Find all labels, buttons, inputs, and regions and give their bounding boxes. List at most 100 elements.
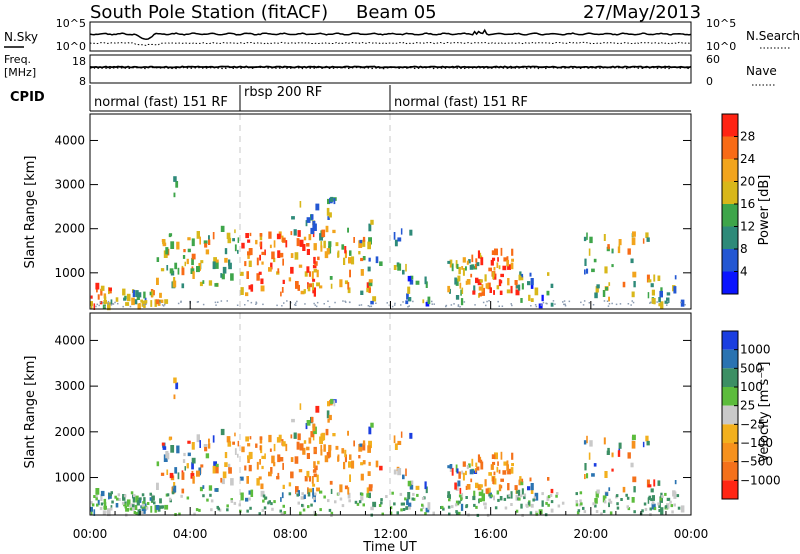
velocity-colorbar-swatch-5 (722, 424, 738, 443)
velocity-cell (589, 440, 593, 447)
power-cell (359, 239, 363, 244)
velocity-cell (488, 472, 492, 476)
velocity-cell (476, 466, 480, 471)
velocity-cell (295, 486, 299, 494)
velocity-cell (181, 488, 185, 494)
velocity-ground-cell (246, 509, 249, 513)
velocity-cell (220, 428, 225, 436)
velocity-ground-cell (328, 508, 332, 512)
velocity-cell (519, 481, 524, 486)
power-cell (479, 252, 482, 256)
power-noise-cell (281, 305, 283, 307)
velocity-cell (320, 444, 323, 452)
power-noise-cell (107, 303, 110, 305)
power-cell (487, 282, 491, 290)
velocity-cell (234, 432, 236, 437)
velocity-cell (422, 505, 425, 509)
power-noise-cell (394, 302, 396, 305)
velocity-cell (310, 431, 315, 438)
velocity-cell (608, 502, 610, 508)
velocity-ground-cell (664, 492, 667, 496)
velocity-ground-cell (118, 498, 121, 501)
power-noise-cell (426, 300, 428, 302)
velocity-cell (261, 455, 265, 459)
velocity-cell (492, 476, 495, 484)
velocity-cell (323, 444, 326, 452)
velocity-cell (317, 460, 320, 465)
velocity-ground-cell (271, 507, 274, 511)
power-cell (308, 283, 313, 288)
power-cell (316, 269, 319, 278)
velocity-cell (90, 506, 93, 512)
power-cell (327, 216, 330, 220)
power-cell (465, 280, 468, 285)
power-cell (273, 257, 276, 263)
velocity-ground-cell (600, 512, 603, 516)
power-cell (123, 297, 127, 301)
power-noise-cell (568, 300, 571, 303)
noise-panel: N.Sky 10^5 10^0 10^5 10^0 N.Search (4, 17, 800, 53)
freq-panel: Freq. [MHz] 18 8 60 0 Nave (4, 53, 777, 88)
power-cell (317, 256, 320, 261)
power-noise-cell (603, 300, 606, 302)
power-cell (296, 238, 300, 247)
velocity-cell (162, 446, 167, 450)
power-cell (608, 296, 610, 302)
power-cell (246, 271, 249, 279)
velocity-cell (108, 493, 112, 499)
velocity-ground-cell (594, 504, 597, 508)
velocity-cell (462, 472, 465, 481)
power-cell (653, 300, 656, 305)
power-heatmap (90, 176, 686, 311)
power-cell (151, 290, 154, 298)
velocity-cell (282, 462, 284, 470)
power-cell (488, 267, 492, 272)
velocity-cell (451, 467, 454, 476)
velocity-cell (397, 440, 402, 445)
power-noise-cell (534, 304, 537, 306)
power-noise-cell (360, 304, 363, 306)
power-noise-cell (196, 301, 199, 303)
power-cell (530, 278, 534, 286)
power-cell (459, 282, 462, 289)
velocity-cell (306, 470, 310, 478)
power-cell (584, 258, 587, 266)
power-noise-cell (474, 304, 476, 306)
velocity-cell (250, 489, 254, 497)
velocity-ground-cell (454, 503, 458, 507)
velocity-ground-cell (442, 507, 445, 511)
power-cell (480, 257, 484, 266)
power-cell (260, 285, 265, 292)
velocity-ground-cell (301, 492, 304, 496)
power-cell (337, 252, 339, 258)
velocity-cell (160, 472, 165, 476)
power-noise-cell (608, 303, 611, 305)
velocity-cell (169, 472, 174, 479)
velocity-ground-cell (161, 505, 164, 509)
velocity-ground-cell (226, 504, 229, 508)
power-cell (425, 301, 430, 307)
velocity-cell (465, 485, 468, 490)
power-noise-cell (104, 305, 106, 308)
power-cell (134, 299, 138, 305)
velocity-ground-cell (653, 507, 657, 511)
velocity-ground-cell (609, 511, 613, 515)
velocity-ground-cell (124, 505, 127, 509)
velocity-cell (368, 486, 373, 492)
power-cell (213, 257, 217, 265)
velocity-cell (276, 476, 280, 480)
velocity-ground-cell (362, 503, 365, 507)
power-cell (521, 273, 524, 278)
velocity-cell (248, 490, 251, 495)
velocity-cell (174, 467, 178, 474)
power-cell (230, 273, 234, 281)
power-cell (409, 279, 414, 285)
velocity-ground-cell (116, 497, 119, 501)
velocity-ground-cell (389, 506, 393, 510)
power-cell (368, 279, 373, 283)
velocity-cell (379, 465, 383, 471)
power-cell (447, 285, 451, 293)
velocity-ground-cell (146, 502, 150, 505)
power-cell (653, 274, 656, 282)
power-noise-cell (450, 304, 453, 306)
